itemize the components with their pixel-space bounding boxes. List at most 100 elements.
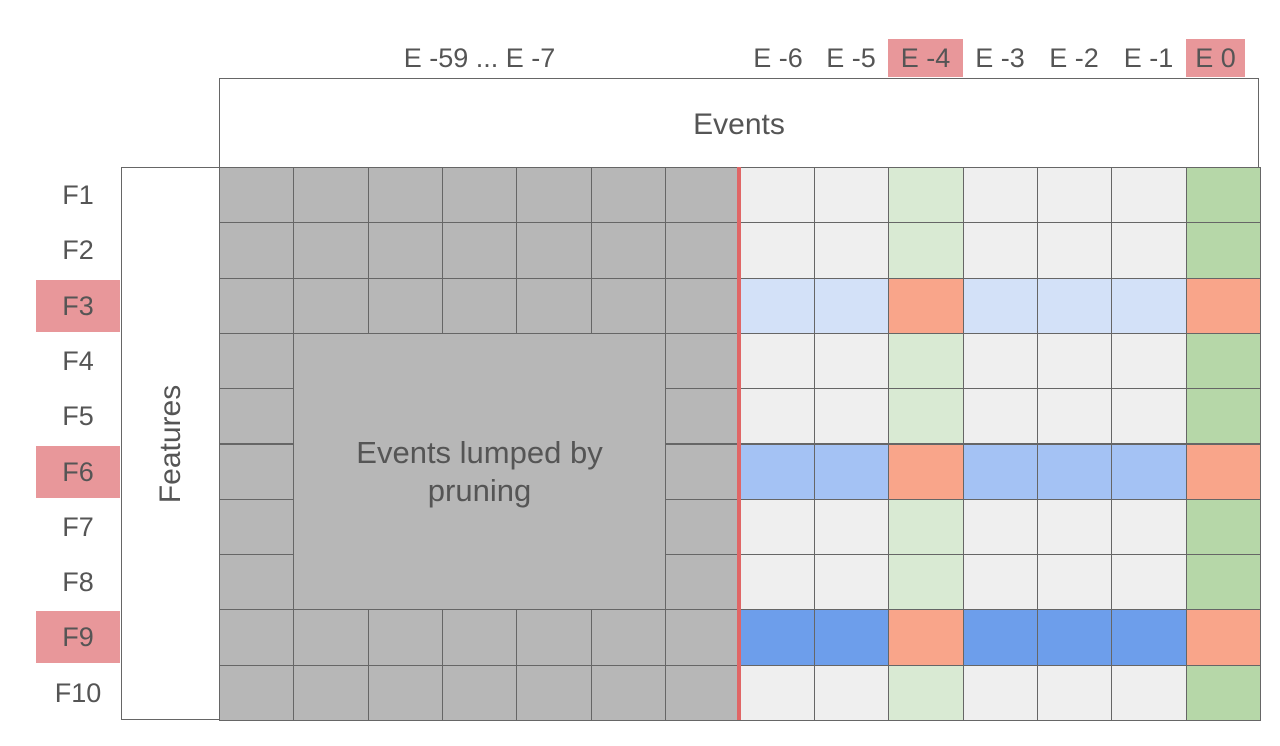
event-cell (814, 609, 889, 666)
pruned-cell (591, 609, 666, 666)
event-cell (739, 222, 815, 279)
event-cell (739, 277, 815, 334)
event-cell (963, 609, 1038, 666)
event-cell (888, 443, 964, 500)
column-label: E -3 (975, 43, 1025, 73)
row-label: F9 (36, 611, 120, 664)
row-label: F8 (62, 567, 94, 598)
event-cell (1037, 222, 1112, 279)
pruned-cell (219, 609, 294, 666)
column-label: E -2 (1049, 43, 1099, 73)
event-cell (1186, 222, 1261, 279)
row-label: F6 (36, 445, 120, 498)
pruned-cell (219, 332, 294, 390)
event-cell (888, 167, 964, 224)
event-cell (1037, 277, 1112, 334)
pruned-cell (442, 277, 517, 334)
pruning-divider (737, 167, 741, 720)
event-cell (1111, 609, 1187, 666)
event-cell (739, 554, 815, 611)
pruned-cell (665, 277, 740, 334)
event-cell (739, 388, 815, 445)
features-header: Features (121, 167, 219, 720)
event-cell (1186, 388, 1261, 445)
features-label: Features (153, 384, 187, 503)
pruned-cell (442, 167, 517, 224)
event-cell (1111, 277, 1187, 334)
pruned-cell (516, 609, 592, 666)
pruned-cell (293, 277, 369, 334)
event-cell (814, 664, 889, 721)
pruned-cell (665, 167, 740, 224)
event-cell (1037, 554, 1112, 611)
events-header: Events (219, 78, 1259, 167)
row-label: F2 (62, 235, 94, 266)
event-cell (1037, 443, 1112, 500)
row-label: F5 (62, 401, 94, 432)
event-cell (1037, 167, 1112, 224)
event-cell (739, 609, 815, 666)
pruned-cell (665, 609, 740, 666)
event-cell (888, 664, 964, 721)
row-label: F4 (62, 345, 94, 376)
event-cell (963, 443, 1038, 500)
pruned-cell (368, 664, 443, 721)
event-cell (963, 554, 1038, 611)
event-cell (1186, 332, 1261, 390)
pruned-cell (516, 277, 592, 334)
pruned-cell (219, 388, 294, 445)
event-cell (963, 277, 1038, 334)
pruned-cell (665, 388, 740, 445)
event-cell (1037, 664, 1112, 721)
event-cell (963, 664, 1038, 721)
pruned-cell (368, 167, 443, 224)
event-cell (814, 554, 889, 611)
event-cell (963, 498, 1038, 556)
event-cell (1186, 167, 1261, 224)
row-label: F10 (54, 677, 102, 708)
event-cell (1111, 388, 1187, 445)
pruned-cell (293, 609, 369, 666)
event-cell (888, 388, 964, 445)
event-cell (814, 332, 889, 390)
pruned-cell (219, 498, 294, 556)
column-label: E -5 (826, 43, 876, 73)
event-cell (1186, 554, 1261, 611)
event-cell (1111, 167, 1187, 224)
event-cell (739, 332, 815, 390)
event-cell (1111, 664, 1187, 721)
event-cell (1186, 498, 1261, 556)
pruned-cell (665, 332, 740, 390)
pruned-cell (665, 222, 740, 279)
pruned-cell (591, 167, 666, 224)
event-cell (1111, 554, 1187, 611)
pruned-cell (368, 609, 443, 666)
pruned-cell (516, 222, 592, 279)
event-cell (963, 332, 1038, 390)
event-cell (1111, 332, 1187, 390)
row-label: F1 (62, 180, 94, 210)
pruned-cell (219, 277, 294, 334)
event-cell (739, 167, 815, 224)
event-cell (739, 443, 815, 500)
event-cell (888, 554, 964, 611)
column-label: E 0 (1186, 39, 1245, 77)
event-cell (963, 167, 1038, 224)
pruned-cell (516, 167, 592, 224)
column-label: E -4 (888, 39, 963, 77)
event-cell (1186, 443, 1261, 500)
pruned-cell (293, 664, 369, 721)
event-cell (739, 664, 815, 721)
row-label: F3 (36, 279, 120, 332)
event-cell (1186, 277, 1261, 334)
event-cell (814, 443, 889, 500)
pruned-cell (442, 664, 517, 721)
pruned-cell (219, 554, 294, 611)
event-cell (1186, 664, 1261, 721)
event-cell (1186, 609, 1261, 666)
pruned-cell (665, 498, 740, 556)
event-cell (814, 388, 889, 445)
row-label: F7 (62, 511, 94, 542)
lumped-events-label: Events lumped by pruning (356, 434, 603, 508)
